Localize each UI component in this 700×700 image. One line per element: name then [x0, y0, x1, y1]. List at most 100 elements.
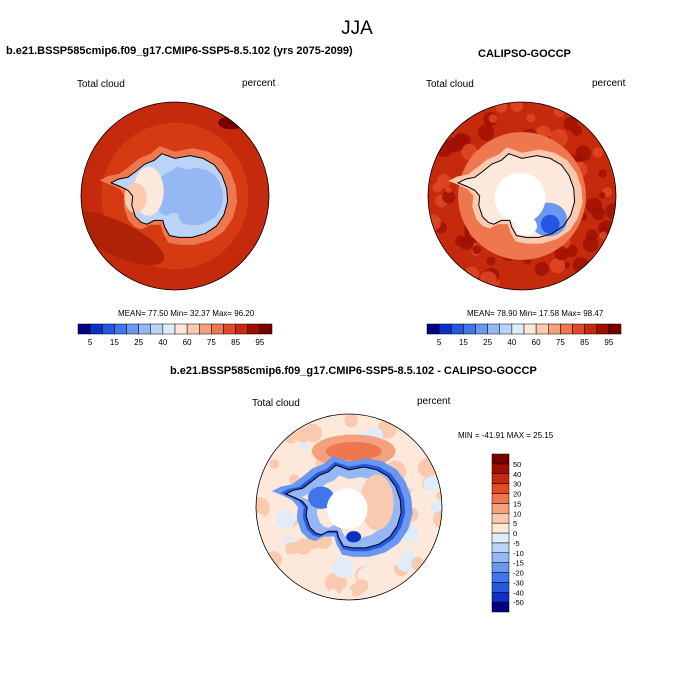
diff-field-patch [269, 459, 280, 470]
diff-colorbar-box [491, 522, 510, 534]
model-colorbar-tick-label: 5 [88, 338, 93, 347]
obs-field-patch [605, 202, 616, 220]
diff-field-patch [285, 553, 299, 567]
model-colorbar-box [77, 323, 91, 335]
diff-field-patch [295, 459, 311, 475]
model-colorbar-tick-label: 60 [183, 338, 192, 347]
diff-colorbar-tick-label: 10 [513, 509, 521, 518]
obs-colorbar-tick-label: 25 [483, 338, 492, 347]
model-colorbar-box [211, 323, 224, 335]
diff-field-patch [417, 458, 437, 478]
diff-colorbar-tick-label: 40 [513, 470, 521, 479]
diff-field-patch [275, 510, 296, 530]
model-colorbar-box [89, 323, 103, 335]
model-colorbar-box [114, 323, 127, 335]
obs-colorbar-box [608, 323, 622, 335]
obs-colorbar-box [451, 323, 464, 335]
obs-field-patch [586, 197, 603, 214]
obs-field-patch [480, 271, 497, 288]
diff-colorbar-box [491, 532, 510, 544]
model-colorbar-tick-label: 75 [207, 338, 216, 347]
obs-field-patch [486, 256, 496, 266]
obs-field-patch [592, 147, 604, 158]
diff-polar-map [255, 413, 443, 601]
model-units-label: percent [242, 78, 276, 89]
obs-colorbar-tick-label: 40 [507, 338, 516, 347]
diff-colorbar-box [491, 453, 510, 465]
diff-panel-title: b.e21.BSSP585cmip6.f09_g17.CMIP6-SSP5-8.… [170, 365, 537, 377]
obs-colorbar-tick-label: 15 [459, 338, 468, 347]
model-colorbar-box [138, 323, 151, 335]
obs-colorbar-box [511, 323, 525, 335]
obs-colorbar-box [426, 323, 440, 335]
diff-colorbar-tick-label: -40 [513, 588, 524, 597]
diff-field-patch [332, 557, 353, 578]
diff-colorbar-box [491, 493, 510, 504]
obs-field-patch [488, 114, 498, 123]
obs-colorbar-box [438, 323, 452, 335]
model-stats: MEAN= 77.50 Min= 32.37 Max= 96.20 [118, 309, 255, 318]
diff-colorbar-tick-label: 15 [513, 499, 521, 508]
obs-colorbar-tick-label: 75 [556, 338, 565, 347]
model-colorbar-box [223, 323, 236, 335]
obs-coastline [456, 153, 576, 238]
diff-coastline [284, 464, 402, 549]
model-colorbar-box [126, 323, 139, 335]
diff-field-patch [383, 549, 401, 566]
obs-field-patch [554, 246, 569, 261]
diff-colorbar-tick-label: -30 [513, 578, 524, 587]
obs-colorbar-box [535, 323, 549, 335]
diff-field-patch [360, 474, 394, 531]
obs-colorbar-tick-label: 60 [532, 338, 541, 347]
diff-colorbar-box [491, 582, 510, 593]
diff-field-patch [344, 414, 359, 428]
diff-field-patch [425, 511, 434, 521]
diff-field-patch [328, 588, 338, 597]
diff-variable-label: Total cloud [252, 398, 300, 409]
diff-units-label: percent [417, 396, 451, 407]
obs-colorbar-box [596, 323, 610, 335]
diff-field-patch [325, 441, 382, 461]
model-colorbar-box [174, 323, 188, 335]
obs-field-patch [553, 105, 566, 117]
obs-field-patch [565, 244, 578, 258]
diff-colorbar-tick-label: 20 [513, 490, 521, 499]
diff-colorbar-box [491, 562, 510, 573]
diff-colorbar-tick-label: -10 [513, 549, 524, 558]
diff-colorbar-tick-label: 0 [513, 529, 517, 538]
obs-field-patch [563, 261, 570, 269]
model-colorbar: 5 15 25 40 60 75 85 95 [77, 323, 273, 347]
model-colorbar-tick-label: 85 [231, 338, 240, 347]
obs-colorbar-box [475, 323, 488, 335]
diff-colorbar-tick-label: 50 [513, 460, 521, 469]
diff-colorbar-box [491, 503, 510, 514]
diff-colorbar-tick-label: -5 [513, 539, 520, 548]
diff-colorbar-tick-label: 30 [513, 480, 521, 489]
obs-colorbar-box [572, 323, 585, 335]
model-colorbar-box [186, 323, 200, 335]
diff-colorbar-box [491, 572, 510, 583]
diff-colorbar-tick-label: 5 [513, 519, 517, 528]
diff-field-patch [295, 538, 312, 555]
model-map-border [80, 101, 270, 291]
diff-map-border [255, 413, 443, 601]
diff-field-patch [265, 551, 283, 568]
model-colorbar-box [102, 323, 115, 335]
model-colorbar-box [247, 323, 261, 335]
obs-field-patch [549, 258, 566, 274]
obs-field-patch [586, 229, 598, 241]
diff-field-patch [341, 587, 353, 599]
obs-field-patch [599, 192, 606, 199]
obs-field-patch [477, 124, 495, 141]
model-variable-label: Total cloud [77, 79, 125, 90]
obs-field-patch [540, 214, 560, 234]
obs-colorbar-box [487, 323, 500, 335]
page-title: JJA [341, 18, 373, 39]
diff-colorbar-box [491, 463, 510, 474]
diff-colorbar-tick-label: -50 [513, 598, 524, 607]
diff-colorbar-box [491, 483, 510, 494]
model-colorbar-tick-label: 25 [134, 338, 143, 347]
obs-colorbar-tick-label: 85 [580, 338, 589, 347]
obs-colorbar-tick-label: 5 [437, 338, 442, 347]
obs-panel-title: CALIPSO-GOCCP [478, 48, 571, 60]
